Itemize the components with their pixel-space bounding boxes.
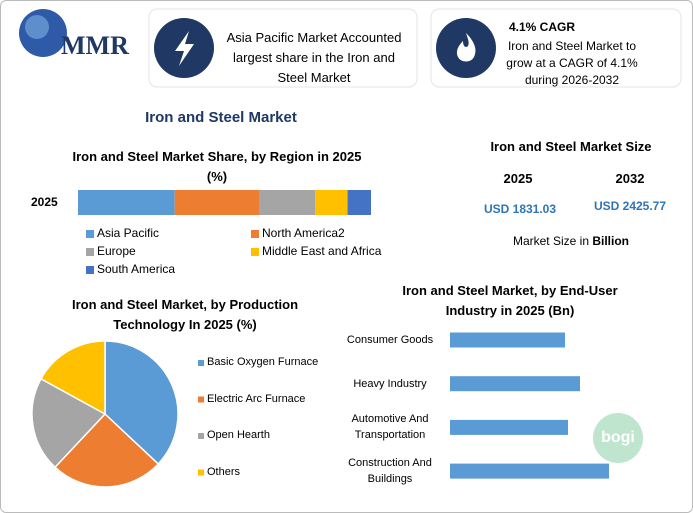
category-label: Construction And Buildings — [348, 457, 432, 486]
chart-title: Iron and Steel Market, by End-User Indus… — [402, 283, 618, 318]
bar-segment — [78, 190, 175, 215]
highlight-title: 4.1% CAGR — [509, 20, 576, 34]
legend-label: Basic Oxygen Furnace — [207, 356, 319, 368]
bar — [450, 376, 580, 392]
pie-slice — [31, 377, 107, 469]
icon — [456, 33, 476, 62]
bar-segment — [315, 190, 348, 215]
size-value: USD 2425.77 — [593, 199, 667, 213]
legend-label: Middle East and Africa — [262, 244, 382, 258]
legend-swatch — [86, 230, 94, 238]
year: 2025 — [503, 171, 533, 186]
size-unit: Billion — [592, 234, 630, 248]
size-value: USD 1831.03 — [483, 202, 557, 216]
legend-label: Open Hearth — [207, 429, 270, 441]
highlight: Asia Pacific Market Accounted largest sh… — [226, 30, 402, 85]
bar — [450, 419, 568, 435]
year: 2032 — [615, 171, 645, 186]
bar-segment — [347, 190, 371, 215]
legend-swatch — [251, 248, 259, 256]
category-label: Automotive And Transportation — [351, 413, 429, 442]
logo-globe — [25, 15, 49, 39]
chart-title: Iron and Steel Market Share, by Region i… — [72, 149, 362, 184]
watermark: bogi — [601, 429, 635, 446]
card — [430, 8, 682, 88]
card — [148, 8, 418, 88]
legend-label: South America — [97, 262, 176, 276]
pie-slice — [40, 340, 106, 416]
legend-label: Europe — [97, 244, 136, 258]
chart-title: Iron and Steel Market, by Production Tec… — [71, 297, 299, 332]
category-label: Consumer Goods — [346, 334, 434, 346]
bar-segment — [259, 190, 316, 215]
icon — [175, 31, 194, 66]
watermark-circle — [593, 413, 643, 463]
size-note: Market Size in — [512, 234, 589, 248]
size-note: Market Size in Billion — [471, 234, 671, 248]
bar-segment — [174, 190, 260, 215]
highlight: Iron and Steel Market to grow at a CAGR … — [506, 39, 638, 87]
category-label: 2025 — [31, 195, 58, 209]
category-label: Heavy Industry — [353, 377, 427, 390]
bar — [450, 332, 565, 348]
legend-swatch — [251, 230, 259, 238]
pie-slice — [53, 412, 160, 488]
main-title: Iron and Steel Market — [145, 109, 297, 126]
legend-swatch — [198, 469, 204, 476]
legend-label: Others — [207, 465, 241, 478]
legend-swatch — [198, 396, 204, 403]
legend-label: Electric Arc Furnace — [207, 392, 306, 405]
legend-label: Asia Pacific — [97, 226, 160, 240]
bar — [450, 463, 609, 479]
size-title: Iron and Steel Market Size — [490, 139, 652, 154]
legend-label: North America2 — [262, 226, 345, 240]
pie-slice — [104, 340, 179, 466]
legend-swatch — [86, 248, 94, 256]
logo-text: MMR — [61, 31, 129, 60]
legend-swatch — [198, 433, 204, 439]
legend-swatch — [86, 266, 94, 274]
legend-swatch — [198, 360, 204, 366]
